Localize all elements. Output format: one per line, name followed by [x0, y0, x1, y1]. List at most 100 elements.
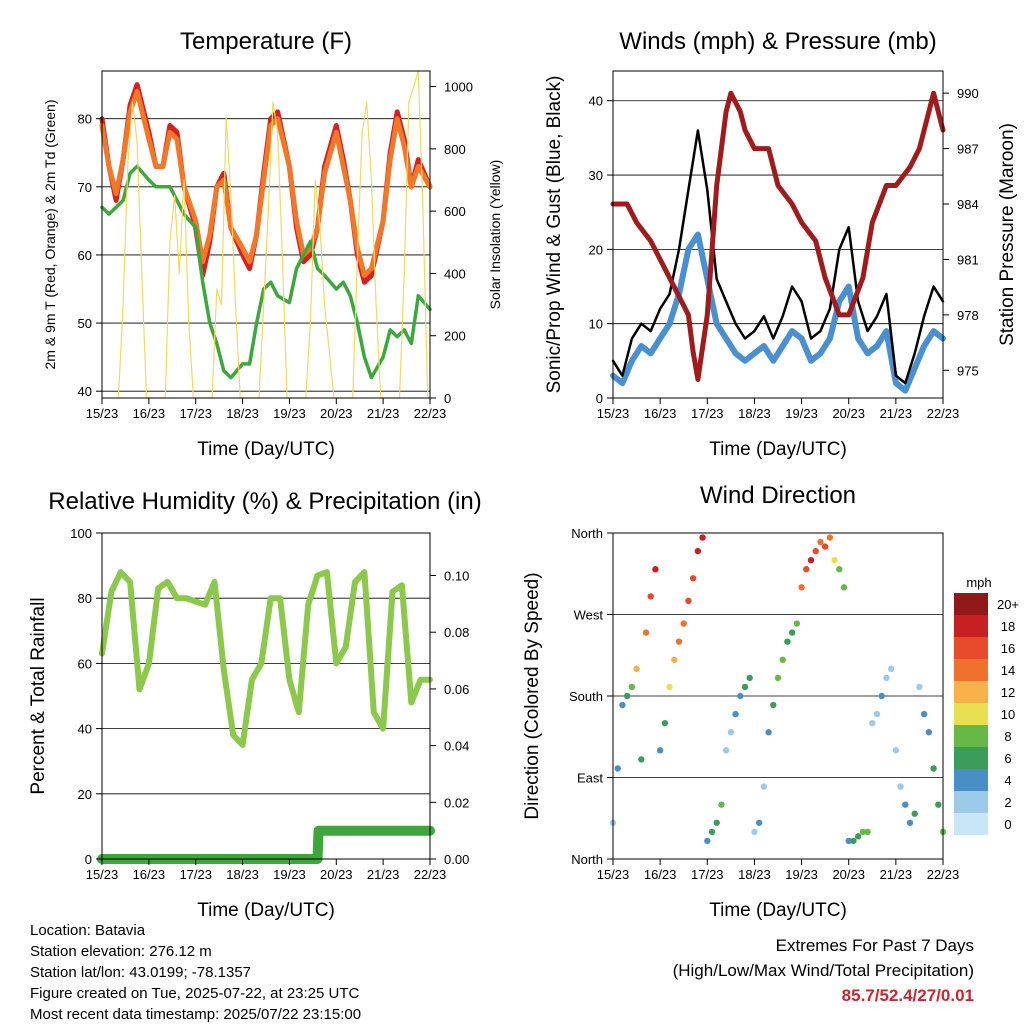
direction-point: [803, 566, 810, 573]
direction-point: [741, 683, 749, 691]
direction-point: [661, 719, 669, 727]
direction-point: [784, 638, 791, 645]
direction-point: [642, 629, 650, 636]
colorbar-swatch: [954, 791, 988, 813]
series-line-1-0: [610, 231, 946, 394]
x-axis-label: Time (Day/UTC): [197, 439, 335, 460]
direction-point: [774, 674, 782, 682]
direction-point: [770, 701, 777, 709]
colorbar-label: 16: [1001, 641, 1015, 656]
series-line-2-0: [99, 569, 433, 748]
direction-point: [722, 747, 730, 754]
x-tick-label: 15/23: [86, 406, 119, 421]
colorbar-label: 0: [1004, 817, 1011, 832]
direction-point: [647, 593, 654, 600]
direction-point: [751, 828, 758, 836]
direction-point: [699, 534, 706, 541]
direction-point: [836, 566, 843, 573]
wind-direction-title: Wind Direction: [699, 482, 857, 509]
recent-text: Most recent data timestamp: 2025/07/22 2…: [30, 1006, 362, 1023]
y-tick-label: 0: [596, 391, 603, 406]
direction-point: [732, 710, 739, 718]
x-tick-label: 15/23: [597, 867, 630, 882]
colorbar-label: 2: [1004, 795, 1011, 810]
direction-point: [656, 747, 664, 754]
direction-point: [845, 837, 852, 845]
extremes-box: Extremes For Past 7 Days (High/Low/Max W…: [673, 933, 974, 1008]
series-line-0-3: [117, 70, 429, 399]
x-tick-label: 16/23: [133, 406, 166, 421]
station-info: Location: Batavia Station elevation: 276…: [30, 920, 361, 1025]
y-tick-label: 40: [78, 384, 92, 399]
y-tick-label: East: [577, 771, 603, 786]
direction-point: [675, 638, 683, 645]
direction-point: [708, 828, 716, 836]
colorbar-swatch: [954, 813, 988, 835]
colorbar-label: 4: [1004, 773, 1011, 788]
direction-point: [906, 819, 914, 826]
direction-point: [831, 556, 838, 564]
colorbar-swatch: [954, 659, 988, 681]
colorbar-swatch: [954, 703, 988, 725]
direction-point: [680, 620, 687, 627]
y2-tick-label: 975: [957, 363, 979, 378]
y2-tick-label: 600: [444, 204, 466, 219]
colorbar-swatch: [954, 681, 988, 703]
series-line-0-1: [99, 88, 433, 278]
direction-point: [883, 674, 890, 682]
direction-point: [826, 534, 834, 541]
x-tick-label: 21/23: [880, 867, 913, 882]
direction-point: [788, 629, 796, 636]
direction-point: [859, 828, 867, 836]
y-tick-label: 10: [589, 317, 603, 332]
colorbar-label: 18: [1001, 619, 1015, 634]
x-tick-label: 16/23: [644, 406, 677, 421]
x-tick-label: 18/23: [738, 867, 771, 882]
x-tick-label: 18/23: [738, 406, 771, 421]
direction-point: [821, 543, 829, 550]
colorbar-swatch: [954, 725, 988, 747]
x-tick-label: 21/23: [367, 867, 400, 882]
direction-point: [779, 656, 786, 663]
x-tick-label: 21/23: [880, 406, 913, 421]
x-tick-label: 20/23: [832, 406, 865, 421]
y2-tick-label: 990: [957, 86, 979, 101]
direction-point: [869, 719, 876, 727]
direction-point: [689, 575, 697, 582]
y-tick-label: South: [569, 689, 603, 704]
direction-point: [755, 819, 763, 826]
x-tick-label: 22/23: [414, 867, 447, 882]
x-tick-label: 20/23: [320, 406, 353, 421]
direction-point: [638, 756, 645, 763]
direction-point: [807, 556, 815, 564]
series-line-2-1: [97, 825, 435, 864]
direction-point: [812, 547, 819, 555]
y-tick-label: 80: [78, 112, 92, 127]
direction-point: [878, 692, 885, 700]
x-tick-label: 22/23: [414, 406, 447, 421]
x-tick-label: 18/23: [226, 406, 259, 421]
y2-tick-label: 978: [957, 308, 979, 323]
direction-point: [746, 674, 753, 682]
y2-tick-label: 981: [957, 252, 979, 267]
direction-point: [666, 683, 673, 691]
y2-tick-label: 984: [957, 197, 979, 212]
y-axis-label: Direction (Colored By Speed): [522, 572, 543, 819]
x-axis-label: Time (Day/UTC): [197, 900, 335, 921]
direction-point: [685, 597, 692, 605]
direction-point: [694, 547, 702, 555]
x-tick-label: 15/23: [597, 406, 630, 421]
x-tick-label: 16/23: [644, 867, 677, 882]
x-tick-label: 19/23: [273, 867, 306, 882]
series-line-0-2: [100, 164, 432, 380]
x-tick-label: 20/23: [320, 867, 353, 882]
direction-point: [718, 801, 725, 808]
y-tick-label: West: [574, 608, 604, 623]
y-tick-label: 50: [78, 316, 92, 331]
direction-point: [854, 833, 862, 840]
y2-tick-label: 0.02: [444, 795, 469, 810]
x-tick-label: 17/23: [179, 867, 212, 882]
direction-point: [765, 729, 772, 736]
x-tick-label: 19/23: [273, 406, 306, 421]
y-tick-label: 40: [78, 722, 92, 737]
